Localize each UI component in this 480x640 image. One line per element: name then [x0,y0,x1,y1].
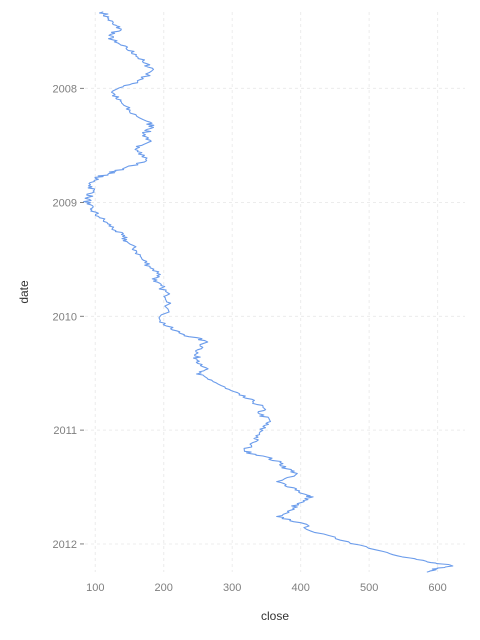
gridlines [85,12,465,572]
x-axis-title: close [261,609,289,623]
y-tick-label: 2012 [53,539,77,551]
series-line-close [83,11,454,573]
y-tick-label: 2008 [53,83,77,95]
y-tick-label: 2010 [53,311,77,323]
y-tick-label: 2011 [53,425,77,437]
y-tick-label: 2009 [53,198,77,210]
x-tick-label: 600 [428,582,446,594]
x-tick-label: 300 [223,582,241,594]
x-tick-label: 200 [155,582,173,594]
x-tick-label: 400 [291,582,309,594]
y-axis: 2008 2009 2010 2011 2012 [53,83,84,551]
y-axis-title: date [17,280,31,304]
x-tick-label: 500 [360,582,378,594]
x-axis: 100 200 300 400 500 600 [86,582,447,594]
x-tick-label: 100 [86,582,104,594]
